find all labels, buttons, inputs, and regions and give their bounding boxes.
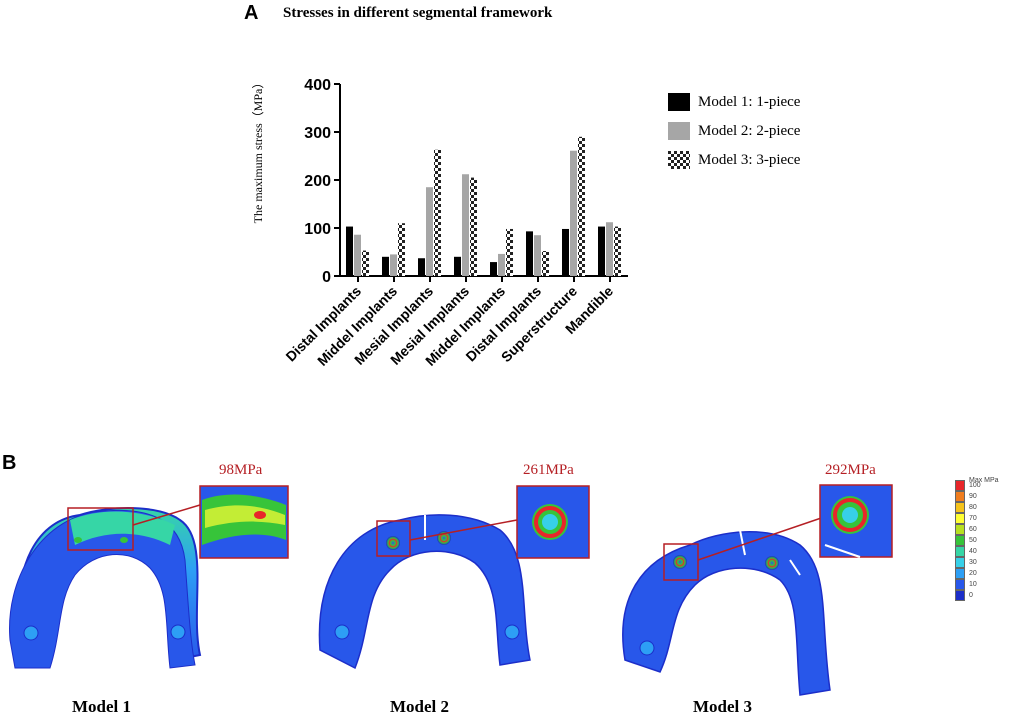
- bar-series-1: [418, 258, 425, 276]
- bar-series-2: [570, 150, 577, 276]
- legend-swatch-model-1: [668, 93, 690, 111]
- bar-series-2: [462, 174, 469, 276]
- color-scale-label: 90: [969, 493, 977, 500]
- model-3-arch: [622, 484, 893, 696]
- bar-series-1: [382, 256, 389, 276]
- color-scale-swatch: [955, 502, 965, 513]
- color-scale-label: 10: [969, 581, 977, 588]
- bar-series-2: [606, 222, 613, 276]
- model-1-max-stress: 98MPa: [219, 462, 263, 478]
- panel-b-label: B: [2, 452, 17, 474]
- bar-series-3: [506, 228, 513, 276]
- legend-item-model-3: Model 3: 3-piece: [668, 150, 800, 170]
- chart-legend: Model 1: 1-piece Model 2: 2-piece Model …: [668, 92, 800, 179]
- legend-swatch-model-3: [668, 151, 690, 169]
- bar-series-3: [398, 223, 405, 276]
- bar-series-3: [542, 251, 549, 276]
- model-3-max-stress: 292MPa: [825, 462, 876, 478]
- y-tick-label: 300: [304, 125, 331, 142]
- chart-title: Stresses in different segmental framewor…: [283, 5, 553, 21]
- color-scale-swatch: [955, 579, 965, 590]
- legend-item-model-1: Model 1: 1-piece: [668, 92, 800, 112]
- color-scale-swatch: [955, 535, 965, 546]
- bar-series-3: [470, 177, 477, 276]
- model-2-arch: [318, 485, 590, 670]
- model-1-label: Model 1: [72, 697, 132, 716]
- legend-label-model-2: Model 2: 2-piece: [698, 122, 801, 139]
- bar-series-1: [346, 226, 353, 276]
- model-2-max-stress: 261MPa: [523, 462, 574, 478]
- color-scale-label: 70: [969, 515, 977, 522]
- bar-series-3: [362, 250, 369, 276]
- color-scale-label: 100: [969, 482, 981, 489]
- bar-series-2: [390, 254, 397, 276]
- bar-series-1: [598, 226, 605, 276]
- color-scale-swatch: [955, 568, 965, 579]
- color-scale-swatch: [955, 557, 965, 568]
- bar-series-2: [426, 187, 433, 276]
- color-scale: 100 90 80 70 60 50 40 30 20 10 0: [955, 480, 981, 601]
- legend-label-model-3: Model 3: 3-piece: [698, 151, 801, 168]
- color-scale-swatch: [955, 590, 965, 601]
- y-tick-label: 0: [322, 269, 331, 286]
- bar-series-3: [614, 226, 621, 276]
- color-scale-swatch: [955, 524, 965, 535]
- legend-swatch-model-2: [668, 122, 690, 140]
- y-tick-label: 200: [304, 173, 331, 190]
- color-scale-swatch: [955, 513, 965, 524]
- y-axis-label: The maximum stress（MPa）: [251, 77, 265, 224]
- color-scale-label: 0: [969, 592, 973, 599]
- color-scale-label: 60: [969, 526, 977, 533]
- color-scale-swatch: [955, 546, 965, 557]
- y-tick-label: 100: [304, 221, 331, 238]
- model-1-arch: [9, 485, 289, 669]
- panel-a-label: A: [244, 2, 259, 24]
- color-scale-label: 40: [969, 548, 977, 555]
- bar-chart: The maximum stress（MPa） 0100200300400Dis…: [251, 77, 628, 369]
- bar-series-1: [490, 262, 497, 276]
- color-scale-title: Max MPa: [969, 477, 999, 484]
- legend-item-model-2: Model 2: 2-piece: [668, 121, 800, 141]
- bar-series-1: [562, 228, 569, 276]
- bar-series-2: [534, 235, 541, 276]
- color-scale-label: 30: [969, 559, 977, 566]
- bar-series-1: [454, 256, 461, 276]
- model-2-label: Model 2: [390, 697, 450, 716]
- color-scale-label: 50: [969, 537, 977, 544]
- bar-series-2: [354, 234, 361, 276]
- bar-series-2: [498, 253, 505, 276]
- color-scale-swatch: [955, 491, 965, 502]
- color-scale-label: 20: [969, 570, 977, 577]
- bar-series-3: [578, 136, 585, 276]
- y-tick-label: 400: [304, 77, 331, 94]
- color-scale-label: 80: [969, 504, 977, 511]
- bar-series-1: [526, 231, 533, 276]
- model-3-label: Model 3: [693, 697, 753, 716]
- bar-series-3: [434, 149, 441, 276]
- color-scale-swatch: [955, 480, 965, 491]
- legend-label-model-1: Model 1: 1-piece: [698, 93, 801, 110]
